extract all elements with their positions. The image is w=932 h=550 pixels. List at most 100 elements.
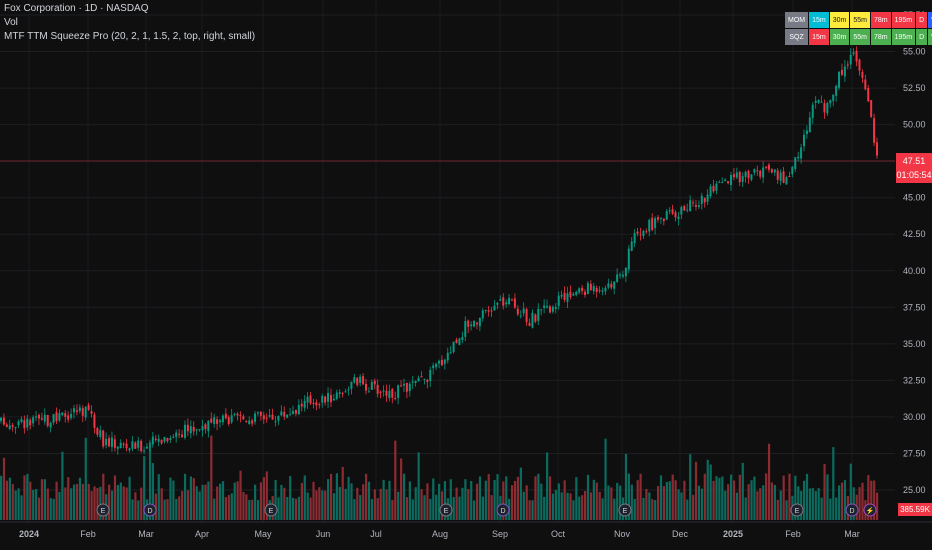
- candle-body: [131, 441, 134, 449]
- event-marker[interactable]: [439, 503, 453, 517]
- volume-bar: [548, 476, 552, 520]
- volume-bar: [642, 497, 645, 520]
- volume-bar: [759, 488, 762, 520]
- mtf-cell: 30m: [829, 29, 850, 45]
- last-price-value: 47.51: [902, 156, 926, 166]
- volume-bar: [81, 483, 84, 520]
- mtf-cell: 78m: [870, 29, 891, 45]
- candle-body: [651, 217, 654, 230]
- last-price-tag: 47.51 01:05:54: [896, 153, 932, 183]
- volume-bar: [265, 471, 268, 520]
- event-marker-label: D: [500, 508, 505, 515]
- volume-bar: [589, 492, 593, 520]
- event-marker[interactable]: [264, 503, 278, 517]
- candle-body: [680, 207, 683, 215]
- candle-body: [198, 429, 201, 431]
- volume-value-tag: 385.59K: [898, 503, 932, 516]
- candle-body: [432, 365, 435, 369]
- candle-body: [370, 381, 373, 390]
- volume-bar: [703, 473, 706, 520]
- candle-body: [128, 448, 131, 451]
- candle-body: [324, 396, 327, 403]
- volume-bar: [163, 499, 166, 520]
- volume-bar: [852, 487, 855, 520]
- time-axis[interactable]: 2024 Feb Mar Apr May Jun Jul Aug Sep Oct Nov Dec 202…: [0, 521, 932, 539]
- chart-legend: Fox Corporation · 1D · NASDAQ Vol MTF TT…: [4, 2, 255, 44]
- candle-body: [426, 379, 429, 383]
- candle-body: [140, 440, 143, 452]
- volume-bar: [683, 480, 686, 520]
- candle-body: [540, 309, 543, 311]
- y-tick-label: 55.00: [903, 47, 926, 57]
- volume-bar: [811, 488, 814, 520]
- candle-body: [820, 101, 823, 103]
- candle-body: [624, 267, 627, 277]
- volume-bar: [204, 484, 207, 520]
- candle-body: [855, 50, 858, 62]
- candle-body: [5, 424, 8, 427]
- candle-body: [560, 294, 563, 297]
- volume-bar: [867, 475, 870, 520]
- event-marker[interactable]: [618, 503, 632, 517]
- candle-body: [607, 283, 610, 288]
- candle-body: [750, 174, 753, 180]
- volume-bar: [183, 473, 187, 520]
- volume-bar: [753, 476, 756, 520]
- event-marker[interactable]: [863, 503, 877, 517]
- candle-body: [359, 376, 362, 383]
- volume-bar: [464, 479, 467, 520]
- volume-bar: [52, 498, 55, 520]
- candle-body: [747, 170, 750, 179]
- symbol-title[interactable]: Fox Corporation · 1D · NASDAQ: [4, 3, 149, 14]
- candle-body: [519, 315, 522, 317]
- candle-body: [119, 442, 122, 448]
- volume-bar: [619, 485, 622, 520]
- volume-bar: [511, 485, 514, 520]
- x-tick-label: Aug: [432, 529, 448, 539]
- candle-body: [26, 418, 29, 428]
- event-marker[interactable]: [96, 503, 110, 517]
- volume-bar: [201, 484, 204, 520]
- candle-body: [505, 302, 508, 305]
- candle-body: [254, 413, 257, 422]
- candle-body: [794, 157, 797, 169]
- candle-body: [572, 293, 575, 296]
- candle-body: [294, 409, 297, 414]
- volume-bar: [37, 497, 41, 520]
- candle-body: [332, 398, 335, 401]
- candle-body: [481, 310, 484, 319]
- volume-bar: [248, 499, 251, 520]
- volume-bar: [543, 496, 546, 520]
- candle-body: [584, 291, 586, 295]
- candle-body: [73, 408, 75, 413]
- volume-bar: [861, 482, 864, 520]
- volume-bar: [259, 482, 263, 520]
- candle-body: [376, 384, 379, 394]
- event-marker[interactable]: [845, 503, 859, 517]
- volume-bar: [23, 475, 26, 520]
- volume-bar: [227, 495, 230, 520]
- price-axis[interactable]: 57.5055.0052.5050.0047.5045.0042.5040.00…: [903, 10, 926, 495]
- x-tick-label: Apr: [195, 529, 209, 539]
- volume-legend[interactable]: Vol: [4, 17, 18, 28]
- volume-bar: [283, 487, 286, 520]
- volume-bar: [373, 489, 376, 520]
- mtf-cell: W: [928, 29, 932, 45]
- event-marker[interactable]: [143, 503, 157, 517]
- volume-bar: [128, 476, 131, 520]
- candle-body: [408, 383, 411, 392]
- event-marker-label: D: [147, 508, 152, 515]
- volume-bar: [525, 485, 528, 520]
- indicator-legend[interactable]: MTF TTM Squeeze Pro (20, 2, 1, 1.5, 2, t…: [4, 31, 256, 42]
- candle-body: [575, 291, 578, 296]
- volume-bar: [832, 447, 835, 520]
- event-marker[interactable]: [790, 503, 804, 517]
- event-marker[interactable]: [496, 503, 510, 517]
- candle-body: [116, 446, 119, 449]
- candle-body: [329, 394, 332, 403]
- candle-body: [522, 308, 525, 314]
- candle-body: [569, 291, 572, 298]
- volume-bar: [797, 486, 800, 520]
- volume-bar: [429, 499, 432, 520]
